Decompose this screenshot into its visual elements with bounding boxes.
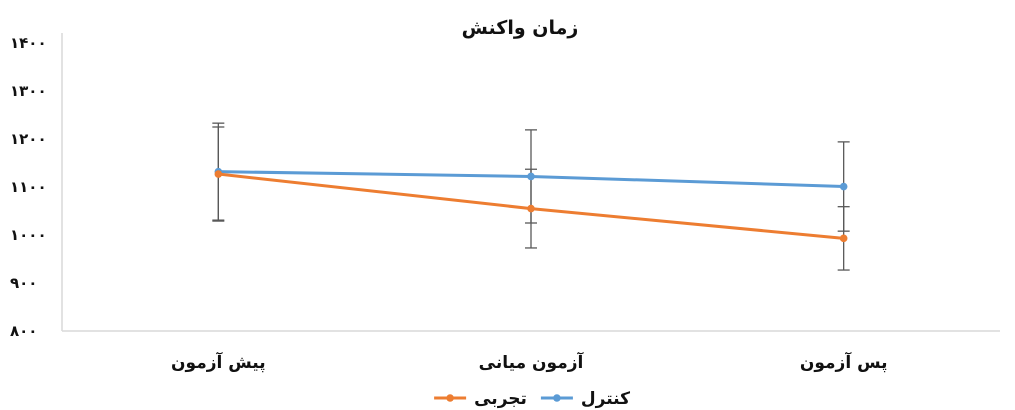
data-point — [527, 204, 535, 213]
legend-item: کنترل — [540, 389, 630, 409]
x-category-label: پیش آزمون — [171, 351, 266, 373]
legend-marker — [553, 394, 561, 402]
legend-label: تجربی — [474, 389, 527, 409]
legend-item: تجربی — [434, 389, 527, 409]
legend-marker — [446, 394, 454, 402]
y-tick-label: ۱۱۰۰ — [10, 178, 47, 196]
y-tick-label: ۸۰۰ — [10, 322, 37, 340]
y-tick-label: ۱۳۰۰ — [10, 82, 47, 100]
data-point — [839, 182, 848, 191]
x-category-label: پس آزمون — [800, 351, 888, 373]
y-tick-labels: ۸۰۰ ۹۰۰ ۱۰۰۰ ۱۱۰۰ ۱۲۰۰ ۱۳۰۰ ۱۴۰۰ — [10, 34, 47, 340]
y-tick-label: ۱۲۰۰ — [10, 130, 47, 148]
legend-label: کنترل — [581, 389, 630, 409]
y-tick-label: ۱۰۰۰ — [10, 226, 47, 244]
chart-title: زمان واکنش — [462, 17, 579, 39]
data-point — [839, 234, 848, 243]
x-category-labels: پیش آزمون آزمون میانی پس آزمون — [171, 351, 887, 373]
error-bars — [212, 122, 850, 271]
data-point — [214, 170, 223, 178]
data-point — [527, 172, 535, 181]
legend: کنترل تجربی — [434, 389, 630, 409]
y-tick-label: ۹۰۰ — [10, 274, 37, 292]
y-tick-label: ۱۴۰۰ — [10, 34, 47, 52]
x-category-label: آزمون میانی — [479, 351, 585, 373]
data-points — [214, 167, 848, 243]
